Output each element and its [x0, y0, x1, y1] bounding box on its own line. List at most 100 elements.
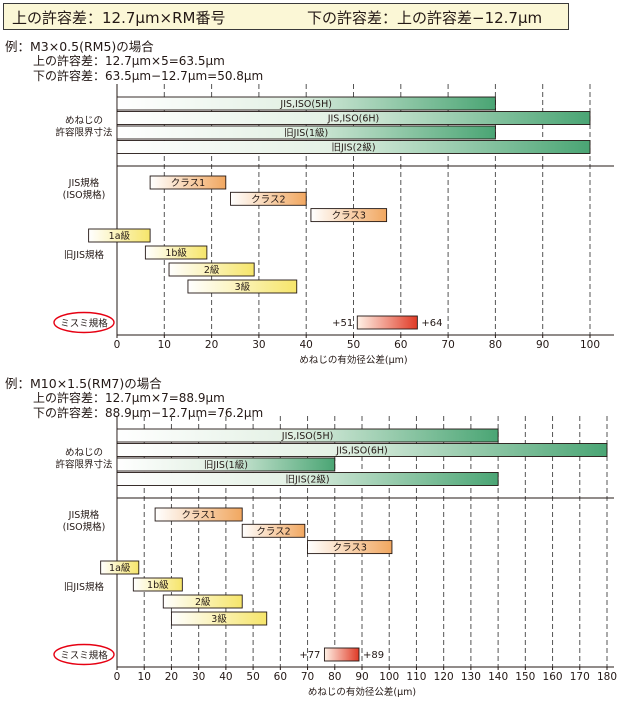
x-tick-label: 40 — [219, 671, 232, 683]
x-tick-label: 160 — [543, 671, 563, 683]
tolerance-bar — [116, 443, 608, 457]
tolerance-bar — [241, 523, 306, 538]
x-tick-label: 80 — [328, 671, 341, 683]
x-tick-label: 90 — [355, 671, 368, 683]
bar-label: 2級 — [195, 596, 211, 608]
tolerance-bar — [116, 472, 499, 486]
bar-label: 1b級 — [147, 579, 169, 591]
x-tick-label: 150 — [515, 671, 535, 683]
group-label: JIS規格 — [68, 509, 100, 521]
example-title: 例：M10×1.5(RM7)の場合 — [5, 376, 162, 391]
tolerance-bar — [116, 428, 499, 443]
misumi-lower-limit-label: +51 — [332, 318, 353, 329]
example-title: 例：M3×0.5(RM5)の場合 — [5, 39, 154, 54]
x-tick-label: 130 — [461, 671, 481, 683]
x-tick-label: 70 — [301, 671, 314, 683]
x-tick-label: 90 — [536, 339, 549, 351]
x-tick-label: 20 — [205, 339, 218, 351]
misumi-range-bar — [356, 315, 418, 330]
tolerance-chart-1: 0 10 20 30 40 50 60 70 80 90 100 めねじの有効径公差(μm) めねじの許… — [53, 84, 614, 366]
tolerance-bar — [100, 560, 140, 575]
bar-label: JIS,ISO(6H) — [335, 446, 388, 457]
x-axis-title: めねじの有効径公差(μm) — [308, 686, 416, 698]
group-label: ミスミ規格 — [60, 650, 108, 662]
tolerance-bar — [168, 262, 255, 277]
x-tick-label: 110 — [406, 671, 426, 683]
x-tick-label: 30 — [252, 339, 265, 351]
tolerance-bar — [310, 208, 388, 223]
bar-label: 1a級 — [109, 230, 131, 242]
lower-tolerance-formula: 下の許容差：上の許容差−12.7μm — [307, 9, 543, 27]
group-label: めねじの — [65, 447, 103, 458]
group-label: 旧JIS規格 — [64, 249, 105, 261]
group-label: JIS規格 — [68, 177, 100, 189]
bar-label: JIS,ISO(5H) — [279, 99, 332, 110]
bar-label: 2級 — [204, 264, 220, 276]
bar-label: クラス3 — [333, 543, 367, 554]
group-label: 許容限界寸法 — [55, 126, 112, 138]
x-tick-label: 0 — [114, 671, 121, 683]
bar-label: 3級 — [211, 613, 227, 625]
upper-tolerance-formula: 上の許容差：12.7μm×RM番号 — [12, 9, 226, 27]
tolerance-bar — [116, 457, 336, 472]
x-tick-label: 60 — [274, 671, 287, 683]
x-tick-label: 180 — [597, 671, 617, 683]
bar-label: クラス2 — [256, 526, 290, 537]
bar-label: 1b級 — [165, 247, 187, 259]
tolerance-bar — [170, 611, 268, 626]
misumi-highlight-ellipse — [53, 643, 115, 666]
x-tick-label: 0 — [114, 339, 121, 351]
tolerance-bar — [116, 140, 591, 154]
tolerance-bar — [154, 507, 243, 522]
example-upper-line: 上の許容差：12.7μm×5=63.5μm — [33, 54, 225, 68]
misumi-lower-limit-label: +77 — [299, 650, 320, 661]
tolerance-bar — [88, 228, 151, 243]
group-label: めねじの — [65, 115, 103, 126]
header-banner: 上の許容差：12.7μm×RM番号 下の許容差：上の許容差−12.7μm — [3, 3, 569, 30]
bar-label: 旧JIS(2級) — [286, 474, 330, 486]
tolerance-bar — [307, 540, 393, 555]
tolerance-bar — [162, 594, 243, 609]
bar-label: JIS,ISO(5H) — [281, 431, 334, 442]
x-tick-label: 60 — [394, 339, 407, 351]
misumi-range-bar — [323, 647, 360, 662]
x-tick-label: 80 — [489, 339, 502, 351]
x-tick-label: 100 — [580, 339, 600, 351]
bar-label: 1a級 — [109, 562, 131, 574]
x-tick-label: 10 — [138, 671, 151, 683]
example-lower-line: 下の許容差：63.5μm−12.7μm=50.8μm — [33, 69, 264, 83]
group-label: (ISO規格) — [63, 521, 106, 533]
x-tick-label: 20 — [165, 671, 178, 683]
tolerance-bar — [116, 111, 591, 125]
bar-label: 3級 — [235, 281, 251, 293]
group-label: 許容限界寸法 — [55, 458, 112, 470]
bar-label: 旧JIS(1級) — [204, 459, 248, 471]
group-label: ミスミ規格 — [60, 318, 108, 330]
group-label: 旧JIS規格 — [64, 581, 105, 593]
bar-label: 旧JIS(1級) — [284, 127, 328, 139]
misumi-upper-limit-label: +89 — [363, 650, 384, 661]
group-label: (ISO規格) — [63, 189, 106, 201]
tolerance-bar — [230, 191, 307, 206]
x-tick-label: 100 — [379, 671, 399, 683]
tolerance-bar — [116, 125, 496, 140]
x-tick-label: 30 — [192, 671, 205, 683]
tolerance-bar — [132, 577, 183, 592]
bar-label: クラス3 — [332, 211, 366, 222]
bar-label: 旧JIS(2級) — [331, 142, 375, 154]
tolerance-bar — [149, 175, 227, 190]
example-upper-line: 上の許容差：12.7μm×7=88.9μm — [33, 391, 225, 405]
x-tick-label: 40 — [300, 339, 313, 351]
x-tick-label: 120 — [434, 671, 454, 683]
tolerance-chart-2: 0 10 20 30 40 50 60 70 80 90 100 110 120 130 140 150 160… — [53, 416, 617, 698]
tolerance-bar — [187, 279, 298, 294]
example-lower-line: 下の許容差：88.9μm−12.7μm=76.2μm — [33, 406, 264, 420]
tolerance-bar — [144, 245, 208, 260]
x-tick-label: 70 — [441, 339, 454, 351]
x-tick-label: 10 — [158, 339, 171, 351]
x-tick-label: 140 — [488, 671, 508, 683]
x-tick-label: 50 — [347, 339, 360, 351]
bar-label: JIS,ISO(6H) — [327, 114, 380, 125]
bar-label: クラス1 — [181, 510, 215, 521]
misumi-upper-limit-label: +64 — [421, 318, 442, 329]
